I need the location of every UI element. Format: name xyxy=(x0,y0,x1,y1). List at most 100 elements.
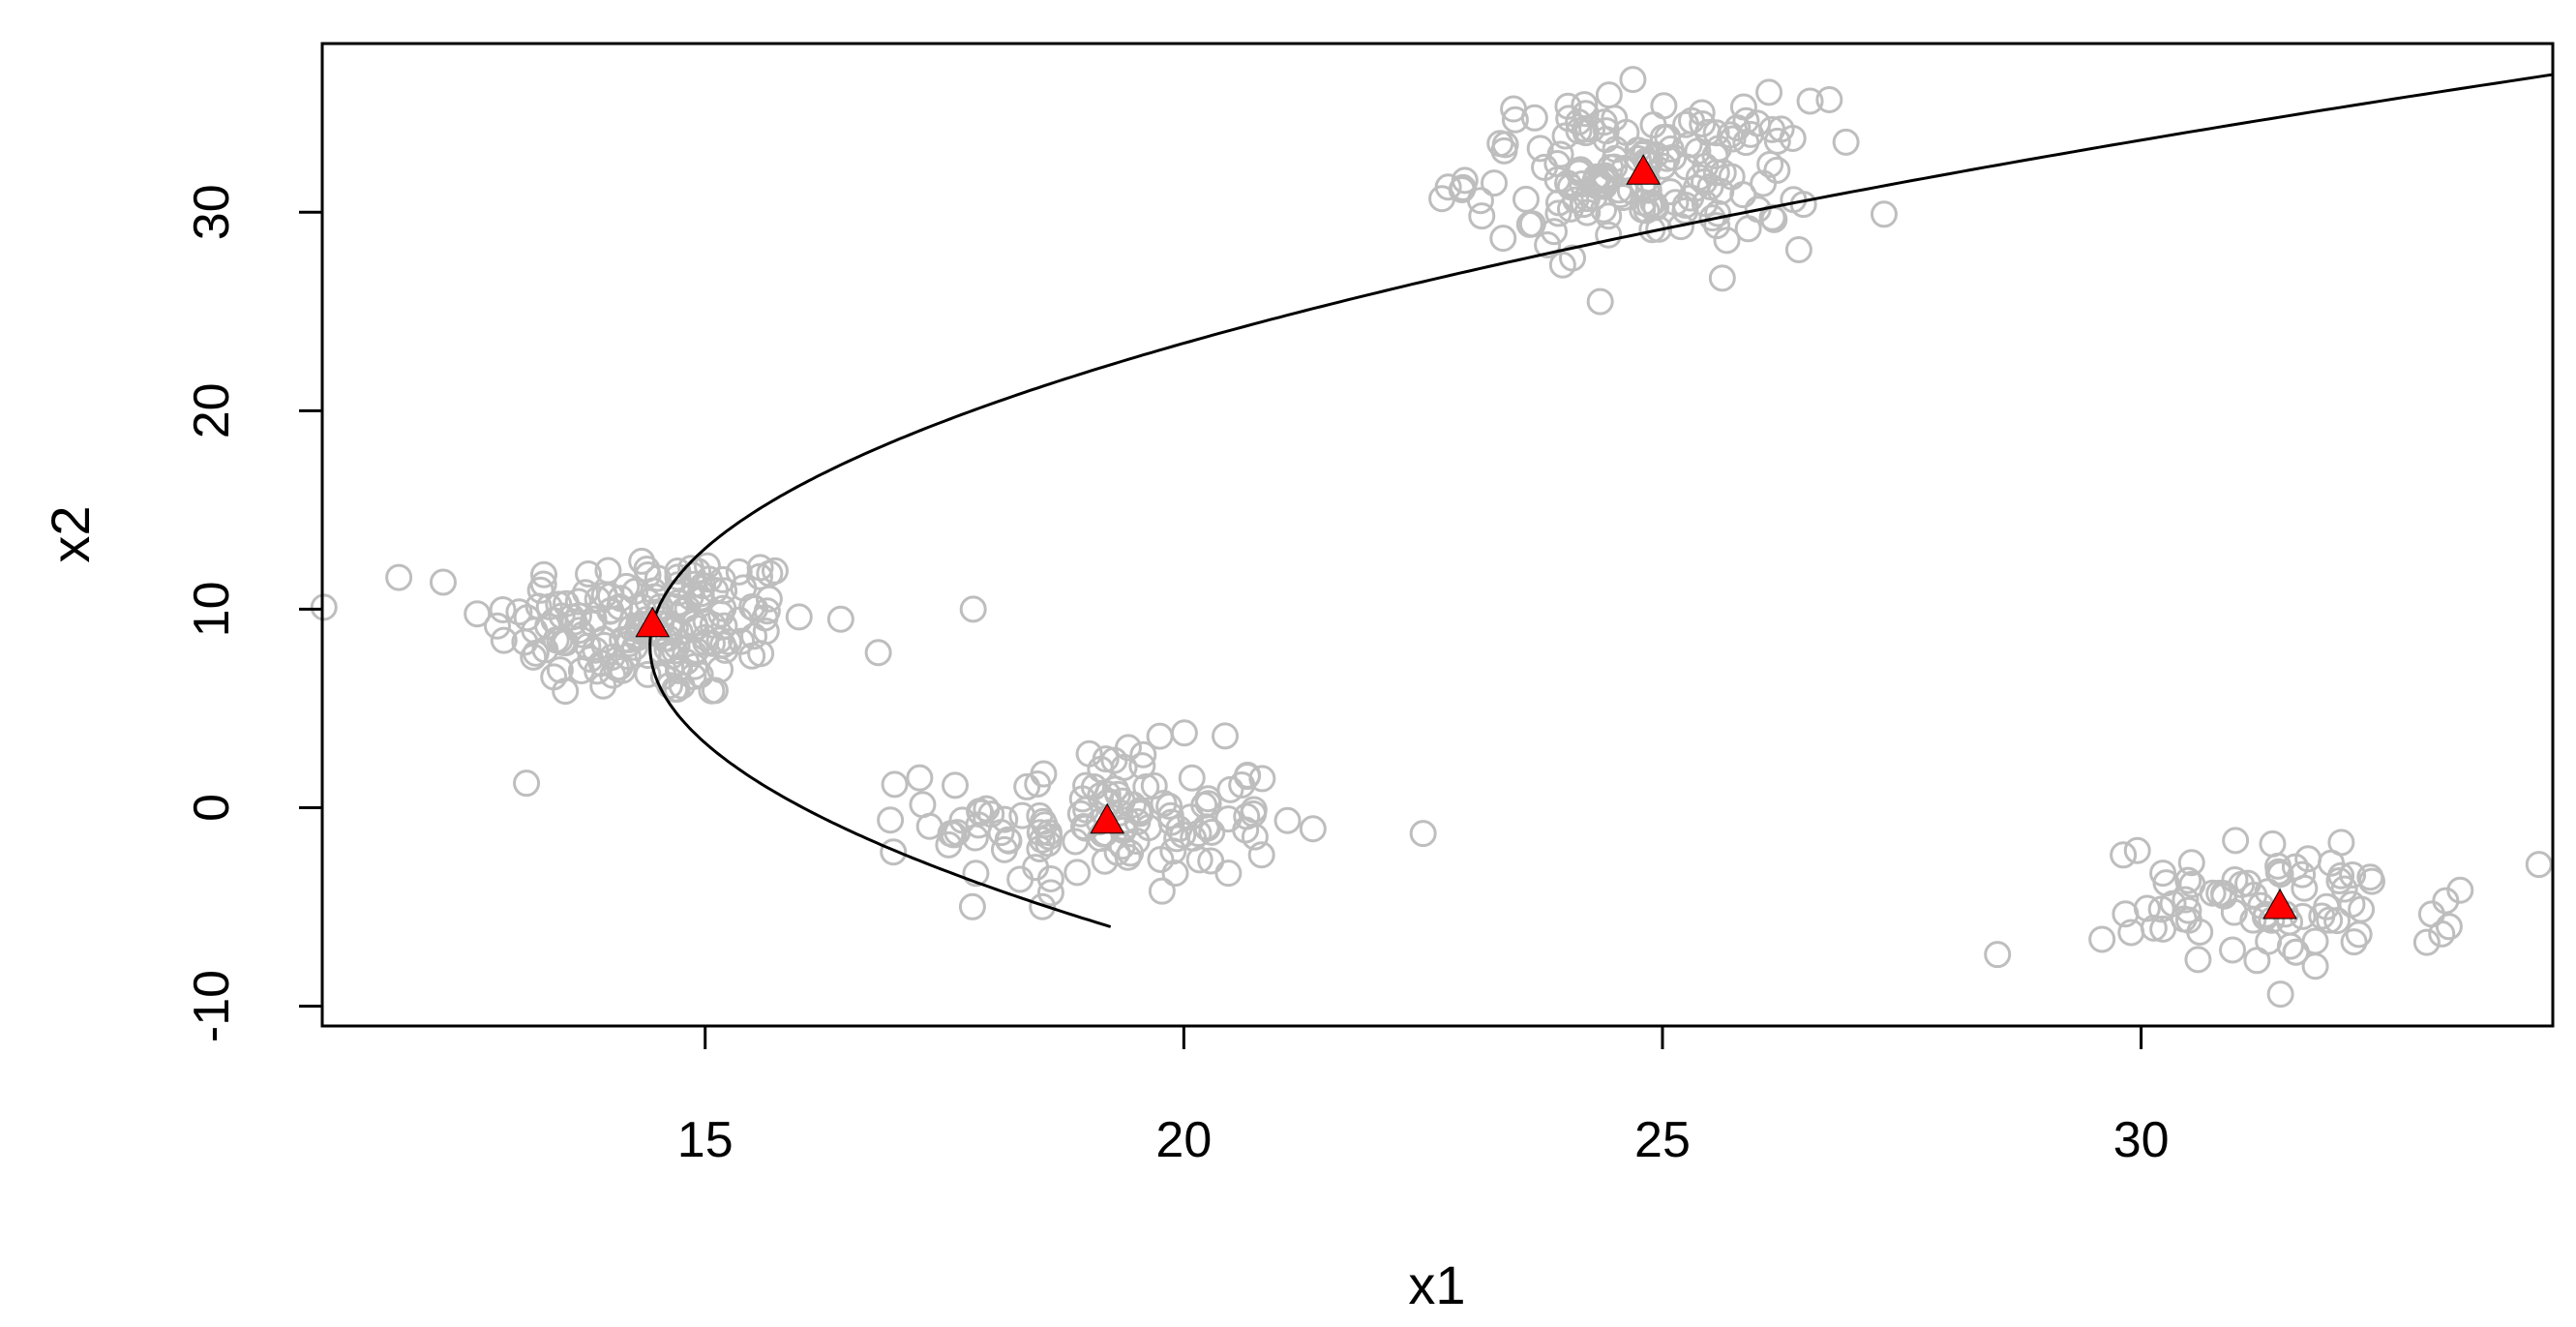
data-point xyxy=(1546,140,1574,168)
data-point xyxy=(2428,920,2456,948)
data-point xyxy=(1163,825,1191,853)
data-point xyxy=(1129,740,1157,769)
data-point xyxy=(1601,105,1629,133)
data-point xyxy=(977,800,1005,829)
data-point xyxy=(1595,221,1623,249)
data-point xyxy=(2117,919,2145,947)
data-point xyxy=(1723,114,1752,142)
data-point xyxy=(1544,199,1573,227)
data-point xyxy=(1717,121,1745,149)
data-point xyxy=(2177,849,2205,877)
data-point xyxy=(564,588,592,616)
data-point xyxy=(1703,212,1731,240)
y-tick-label: 30 xyxy=(184,184,240,240)
data-point xyxy=(2338,890,2366,919)
data-point xyxy=(692,607,720,635)
data-point xyxy=(906,764,934,792)
data-point xyxy=(1641,192,1669,220)
data-point xyxy=(741,594,769,622)
cluster-center-marker xyxy=(1090,802,1125,834)
data-point xyxy=(2435,913,2463,941)
data-point xyxy=(1214,860,1243,888)
data-point xyxy=(1119,791,1147,819)
data-point xyxy=(1649,152,1677,180)
data-point xyxy=(1066,799,1094,828)
data-point xyxy=(511,628,539,656)
data-point xyxy=(546,656,574,684)
data-point xyxy=(2199,879,2227,907)
data-point xyxy=(1148,877,1176,905)
data-point xyxy=(785,603,813,631)
data-point xyxy=(2174,866,2202,894)
data-point xyxy=(2170,905,2198,933)
data-point xyxy=(666,618,694,646)
y-tick-label: 0 xyxy=(184,794,240,822)
data-point xyxy=(1526,135,1554,163)
data-point xyxy=(937,820,965,848)
data-point xyxy=(688,586,716,614)
data-point xyxy=(1216,775,1244,803)
data-point xyxy=(1590,196,1618,224)
data-point xyxy=(1232,816,1260,844)
data-point xyxy=(2323,907,2351,935)
data-point xyxy=(2348,895,2376,923)
data-point xyxy=(2266,860,2294,889)
data-point xyxy=(1029,892,1057,920)
data-point xyxy=(546,626,574,654)
data-point xyxy=(1198,818,1226,846)
data-point xyxy=(1704,199,1732,227)
data-point xyxy=(526,576,554,604)
data-point xyxy=(575,560,603,588)
data-point xyxy=(1491,131,1519,159)
data-point xyxy=(877,806,905,834)
data-point xyxy=(634,642,662,670)
data-point xyxy=(1006,865,1034,893)
data-point xyxy=(1128,752,1156,780)
data-point xyxy=(1737,120,1765,148)
data-point xyxy=(560,608,588,636)
data-point xyxy=(1036,879,1064,907)
data-point xyxy=(1512,185,1540,213)
data-point xyxy=(1013,772,1041,800)
data-point xyxy=(1708,264,1736,292)
data-point xyxy=(1028,826,1056,854)
data-point xyxy=(1123,807,1152,835)
data-point xyxy=(1062,828,1090,856)
data-point xyxy=(1147,845,1175,873)
data-point xyxy=(310,593,338,621)
data-point xyxy=(1170,719,1198,747)
data-point xyxy=(1693,118,1722,146)
data-point xyxy=(2327,829,2355,857)
data-point xyxy=(1662,189,1690,217)
data-point xyxy=(1520,104,1548,132)
data-point xyxy=(634,660,662,688)
y-tick-label: -10 xyxy=(184,970,240,1042)
data-point xyxy=(1161,860,1189,888)
data-point xyxy=(1544,189,1573,217)
data-point xyxy=(1451,166,1479,195)
data-point xyxy=(1602,144,1630,172)
data-point xyxy=(1586,287,1614,316)
cluster-center-marker xyxy=(1626,154,1662,185)
data-point xyxy=(1870,200,1898,228)
data-point xyxy=(1729,181,1757,209)
data-point xyxy=(664,571,692,599)
fitted-curve xyxy=(648,73,2553,928)
data-point xyxy=(513,769,541,798)
data-point xyxy=(1540,218,1568,246)
data-point xyxy=(2219,936,2247,964)
data-point xyxy=(2152,869,2180,897)
x-tick-label: 25 xyxy=(1634,1112,1691,1168)
data-point xyxy=(2358,867,2386,895)
data-point xyxy=(909,791,937,819)
y-axis-title: x2 xyxy=(40,505,101,562)
data-point xyxy=(1409,820,1437,848)
data-point xyxy=(1534,230,1562,258)
data-point xyxy=(1146,722,1174,750)
data-point xyxy=(826,605,854,633)
data-point xyxy=(1075,739,1103,768)
data-point xyxy=(1228,771,1256,799)
data-point xyxy=(728,627,756,655)
data-point xyxy=(385,563,413,591)
data-point xyxy=(2308,902,2336,930)
